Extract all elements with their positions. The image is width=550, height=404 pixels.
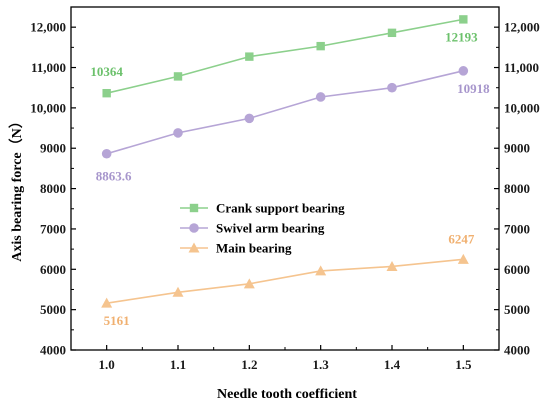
data-point (244, 113, 255, 124)
y-axis-title: Axis bearing force（N） (9, 114, 25, 262)
series-square (102, 15, 468, 98)
data-point (173, 72, 183, 81)
x-tick-label: 1.3 (313, 357, 330, 372)
legend-item: Swivel arm bearing (180, 221, 325, 236)
series-line (106, 258, 464, 304)
y-tick-label-right: 6000 (504, 262, 530, 277)
data-point (386, 260, 398, 271)
data-labels-layer: 10364 12193 8863.6 10918 5161 6247 (90, 29, 490, 328)
y-tick-label-left: 12,000 (30, 20, 66, 35)
legend-marker (188, 242, 200, 253)
series-layer (101, 15, 469, 308)
series-circle (101, 66, 469, 159)
y-tick-label-right: 9000 (504, 141, 530, 156)
data-point (101, 297, 113, 308)
y-tick-label-left: 8000 (40, 181, 66, 196)
y-tick-label-right: 10,000 (504, 100, 540, 115)
data-point (457, 253, 469, 264)
y-tick-label-right: 8000 (504, 181, 530, 196)
legend: Crank support bearing Swivel arm bearing M… (180, 201, 345, 256)
data-point (387, 82, 397, 93)
x-tick-label: 1.4 (384, 357, 401, 372)
data-point (316, 41, 325, 51)
data-point (173, 128, 183, 138)
series-line (106, 18, 464, 94)
data-label: 5161 (104, 313, 130, 328)
data-point (458, 66, 469, 76)
y-tick-label-left: 11,000 (31, 60, 66, 75)
data-label: 10918 (457, 81, 490, 96)
legend-item: Crank support bearing (180, 201, 345, 216)
legend-marker (189, 203, 199, 213)
legend-label: Main bearing (216, 241, 292, 256)
data-label: 12193 (445, 29, 478, 44)
y-tick-label-left: 4000 (40, 343, 66, 358)
series-line (106, 70, 464, 155)
x-tick-label: 1.2 (241, 357, 257, 372)
x-tick-label: 1.5 (455, 357, 472, 372)
legend-marker (189, 223, 199, 233)
data-point (245, 52, 254, 61)
x-axis-title: Needle tooth coefficient (217, 387, 357, 402)
axes-layer: 4000 4000 5000 5000 6000 6000 7000 7000 8000 8000… (30, 6, 540, 372)
series-triangle (101, 253, 469, 308)
data-point (102, 88, 111, 98)
data-point (101, 148, 112, 159)
data-point (243, 278, 255, 289)
data-point (387, 28, 397, 38)
data-label: 10364 (90, 64, 123, 79)
x-tick-label: 1.1 (170, 357, 186, 372)
y-tick-label-right: 12,000 (504, 20, 540, 35)
data-point (315, 265, 327, 276)
data-label: 6247 (448, 231, 475, 246)
y-tick-label-right: 5000 (504, 302, 530, 317)
legend-item: Main bearing (180, 241, 292, 256)
legend-label: Crank support bearing (216, 201, 345, 216)
y-tick-label-left: 6000 (40, 262, 66, 277)
x-tick-label: 1.0 (99, 357, 115, 372)
data-label: 8863.6 (96, 169, 132, 184)
y-tick-label-left: 9000 (40, 141, 66, 156)
y-tick-label-right: 11,000 (504, 60, 539, 75)
y-tick-label-left: 7000 (40, 221, 66, 236)
y-tick-label-right: 4000 (504, 343, 530, 358)
data-point (172, 286, 184, 297)
y-tick-label-left: 10,000 (30, 100, 66, 115)
data-point (315, 92, 326, 102)
y-tick-label-left: 5000 (40, 302, 66, 317)
data-point (459, 15, 468, 24)
y-tick-label-right: 7000 (504, 221, 530, 236)
legend-label: Swivel arm bearing (216, 221, 325, 236)
